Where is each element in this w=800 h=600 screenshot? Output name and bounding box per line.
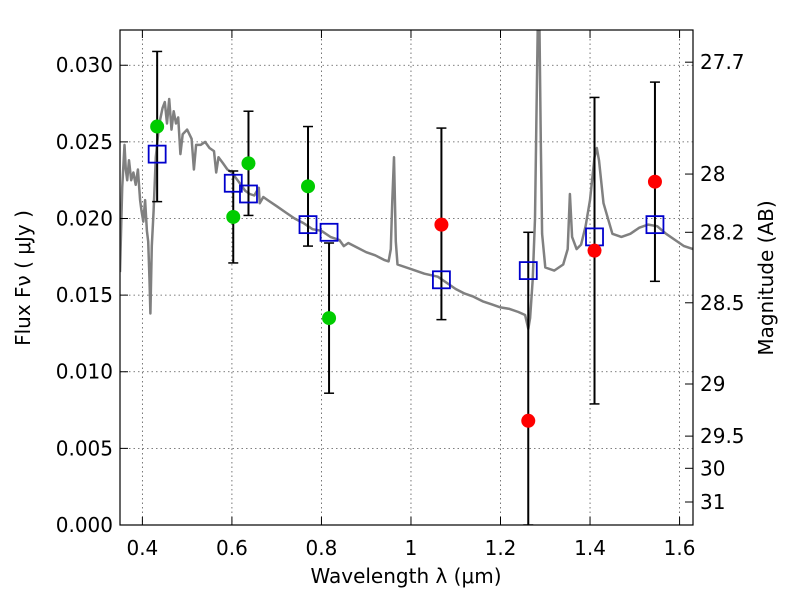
- y2-tick-label: 28: [700, 162, 725, 186]
- y-tick-label: 0.025: [56, 130, 113, 154]
- x-tick-label: 1.2: [485, 536, 517, 560]
- x-tick-label: 0.4: [126, 536, 158, 560]
- observed-point-green: [322, 311, 337, 326]
- observed-point-green: [241, 156, 256, 171]
- observed-point-green: [150, 119, 165, 134]
- model-square: [432, 270, 451, 290]
- y-tick-label: 0.015: [56, 283, 113, 307]
- y-axis-label: Flux Fν ( μJy ): [11, 210, 35, 346]
- model-square: [518, 261, 538, 281]
- axis-ticks: 0.4 0.6 0.8 1 1.2 1.4 1.6 0.000 0.005 0.010 0.015 0…: [56, 30, 745, 560]
- plot-data: [120, 30, 693, 525]
- model-square: [298, 215, 318, 235]
- y2-tick-label: 29.5: [700, 424, 745, 448]
- x-tick-label: 1.4: [574, 536, 606, 560]
- grid: [120, 30, 693, 526]
- y-tick-label: 0.005: [56, 436, 113, 460]
- y2-tick-label: 27.7: [700, 50, 745, 74]
- plot-frame: [119, 29, 694, 526]
- model-square: [239, 184, 258, 204]
- x-tick-label: 0.6: [216, 536, 248, 560]
- y2-tick-label: 28.5: [700, 291, 745, 315]
- y2-tick-label: 30: [700, 456, 725, 480]
- observed-point-red: [434, 217, 449, 232]
- x-tick-label: 0.8: [306, 536, 338, 560]
- model-square: [645, 215, 665, 235]
- observed-point-red: [587, 243, 602, 258]
- y2-axis-label: Magnitude (AB): [754, 200, 778, 355]
- y-tick-label: 0.030: [56, 53, 113, 77]
- y2-tick-label: 31: [700, 490, 725, 514]
- model-square: [223, 173, 243, 193]
- y2-tick-label: 28.2: [700, 220, 745, 244]
- y-tick-label: 0.000: [56, 513, 113, 537]
- y-tick-label: 0.020: [56, 206, 113, 230]
- x-tick-label: 1: [405, 536, 418, 560]
- observed-point-red: [521, 413, 536, 428]
- model-square: [147, 144, 167, 164]
- model-square: [319, 222, 339, 242]
- x-axis-label: Wavelength λ (μm): [310, 564, 501, 588]
- observed-point-green: [301, 179, 316, 194]
- y2-tick-label: 29: [700, 372, 725, 396]
- observed-point-red: [647, 174, 662, 189]
- x-tick-label: 1.6: [664, 536, 696, 560]
- observed-point-green: [226, 209, 241, 224]
- y-tick-label: 0.010: [56, 360, 113, 384]
